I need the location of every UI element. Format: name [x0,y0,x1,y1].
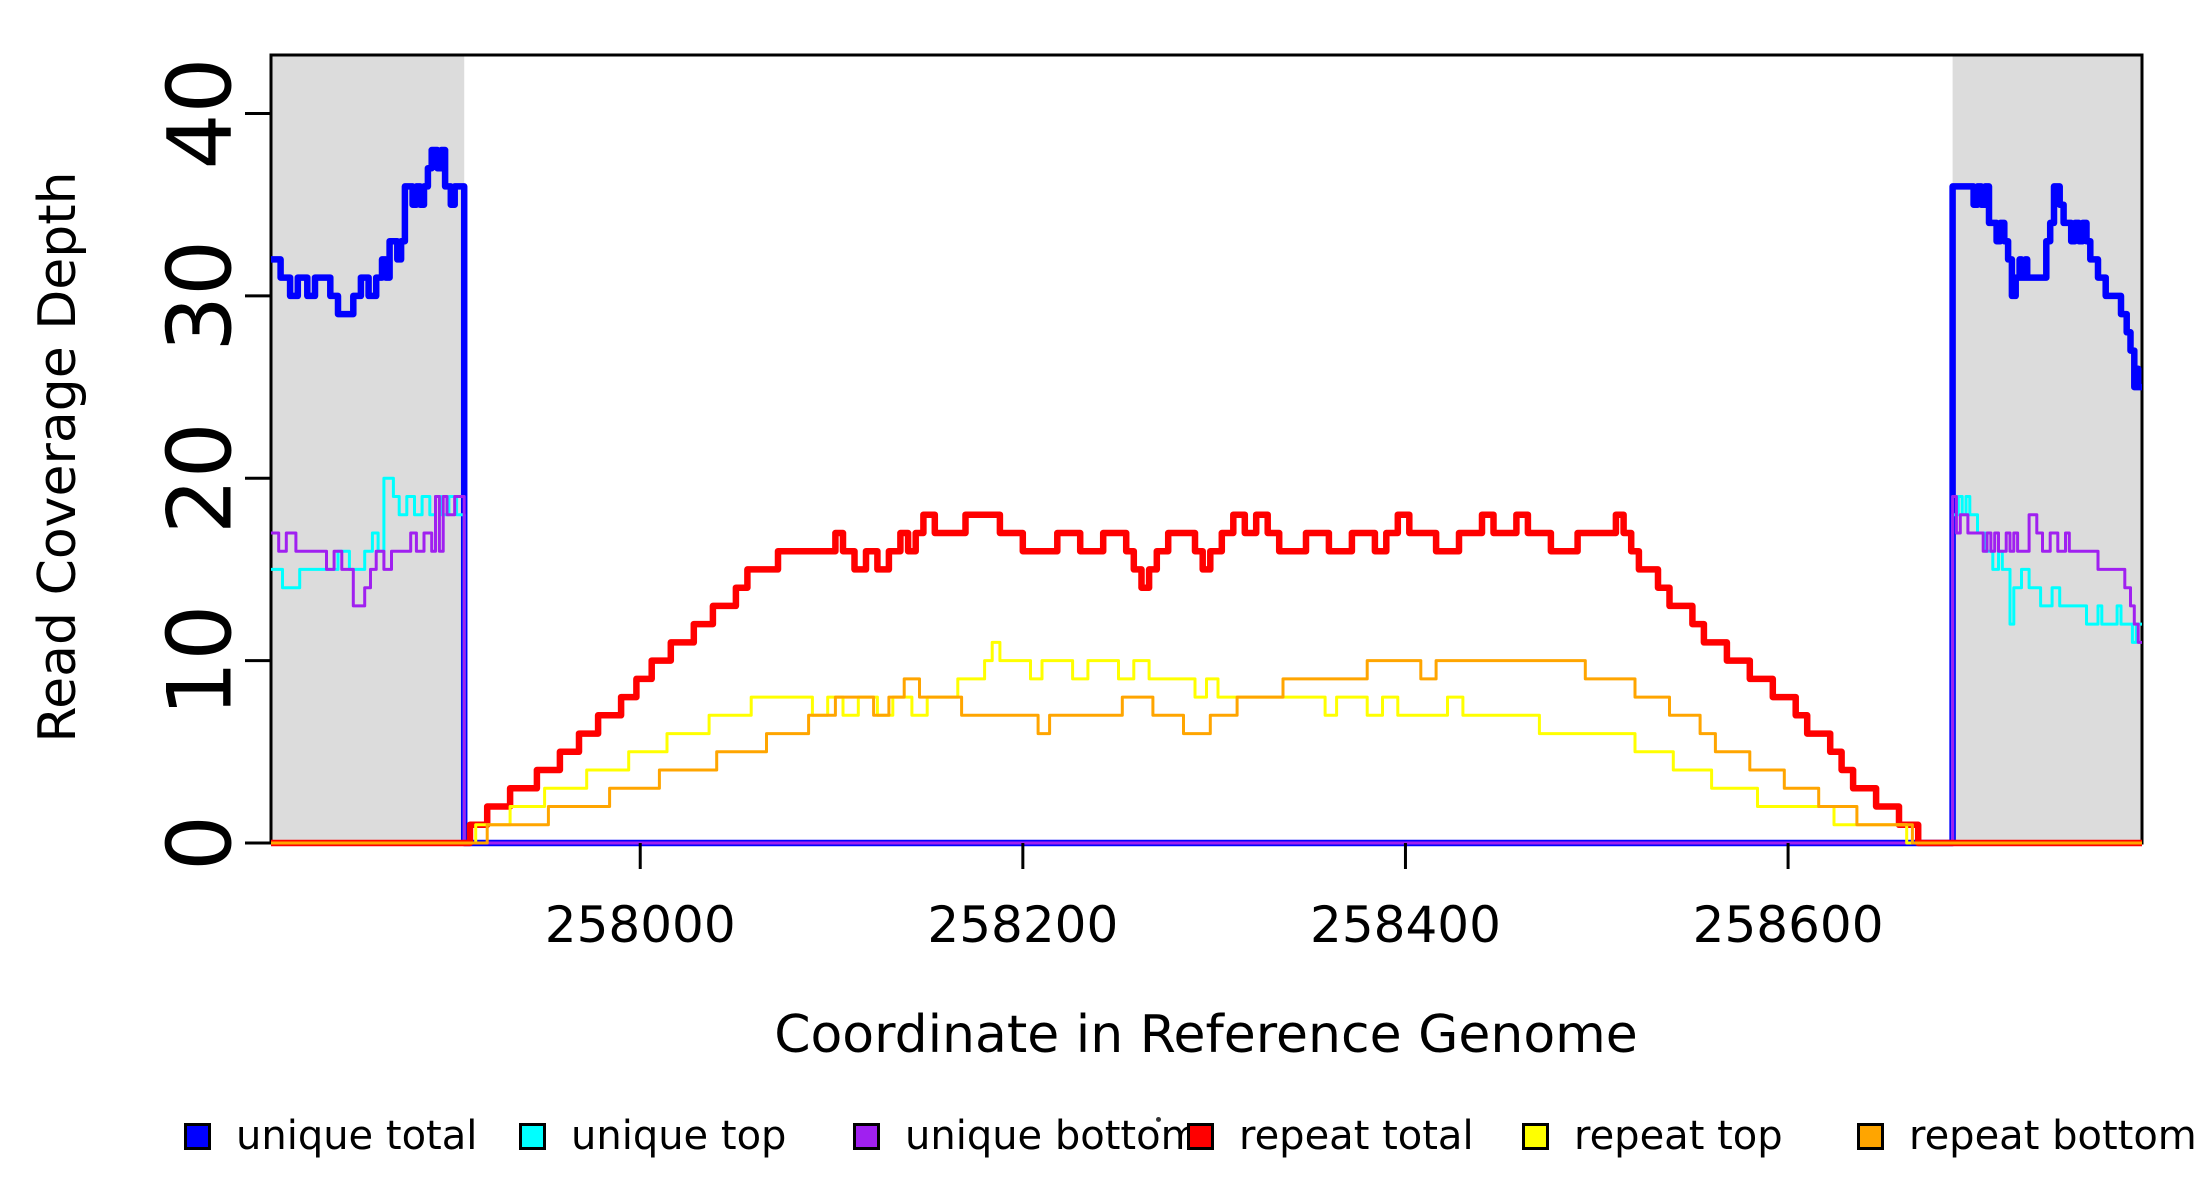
series-unique-bottom [271,495,2142,845]
right-unique-flank [1952,55,2142,843]
legend-swatch-icon [519,1122,546,1150]
legend-label: unique bottom [905,1113,1200,1159]
series-repeat-top [271,640,2142,845]
legend-swatch-icon [184,1122,211,1150]
series-repeat-total [271,511,2142,847]
y-tick-label: 10 [149,605,252,717]
legend-label: repeat bottom [1909,1113,2197,1159]
legend-item-unique-bottom: unique bottom [853,1112,1200,1160]
legend-label: repeat top [1574,1113,1783,1159]
legend-swatch-icon [1187,1122,1214,1150]
chart-legend: unique total unique top unique bottom repea… [0,1112,2200,1172]
plot-frame [269,53,2144,845]
series-lines [271,146,2142,847]
legend-item-repeat-top: repeat top [1522,1112,1783,1160]
legend-label: unique top [571,1113,787,1159]
y-tick-label: 20 [149,422,252,534]
series-unique-total [271,146,2142,847]
y-tick-label: 40 [149,58,252,170]
series-repeat-bottom [271,659,2142,845]
series-unique-top [271,476,2142,845]
legend-label: repeat total [1239,1113,1474,1159]
y-tick-label: 0 [149,815,252,871]
x-axis-title: Coordinate in Reference Genome [774,1005,1638,1065]
legend-item-repeat-total: repeat total [1187,1112,1474,1160]
x-tick-label: 258400 [1310,896,1501,954]
legend-item-unique-top: unique top [519,1112,786,1160]
legend-item-repeat-bottom: repeat bottom [1857,1112,2197,1160]
legend-swatch-icon [853,1122,880,1150]
legend-swatch-icon [1522,1122,1549,1150]
axes: 258000 258200 258400 258600 0 10 20 30 40 [149,58,1884,954]
shaded-regions [271,55,2142,843]
legend-swatch-icon [1857,1122,1884,1150]
x-tick-label: 258600 [1693,896,1884,954]
stray-dot [1156,1117,1161,1122]
y-axis-title: Read Coverage Depth [28,171,88,742]
x-tick-label: 258200 [927,896,1118,954]
x-tick-label: 258000 [545,896,736,954]
left-unique-flank [271,55,465,843]
coverage-chart: 258000 258200 258400 258600 0 10 20 30 40 Coordi… [28,53,2144,1065]
y-tick-label: 30 [149,240,252,352]
legend-label: unique total [236,1113,478,1159]
legend-item-unique-total: unique total [184,1112,477,1160]
